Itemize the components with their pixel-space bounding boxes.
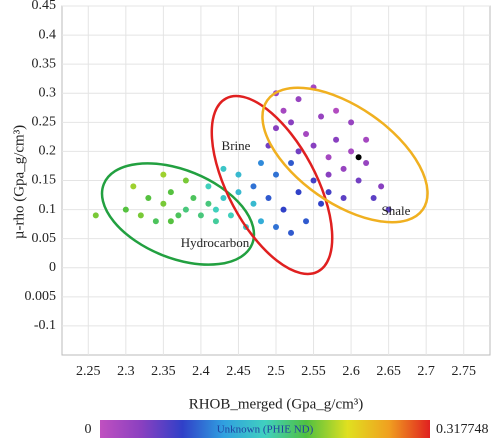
x-tick-label: 2.35 bbox=[151, 364, 176, 379]
x-tick-label: 2.7 bbox=[417, 364, 435, 379]
point bbox=[273, 125, 279, 132]
point bbox=[318, 200, 325, 207]
point bbox=[310, 177, 317, 184]
point bbox=[130, 183, 137, 190]
point bbox=[137, 212, 144, 219]
point bbox=[303, 130, 310, 137]
y-tick-label: 0.2 bbox=[39, 144, 57, 159]
point bbox=[280, 107, 287, 114]
point bbox=[167, 189, 174, 196]
x-tick-label: 2.55 bbox=[301, 364, 326, 379]
y-axis-label: µ-rho (Gpa_g/cm³) bbox=[11, 125, 27, 239]
point bbox=[220, 194, 227, 201]
brine-ellipse bbox=[210, 94, 334, 276]
x-axis-label: RHOB_merged (Gpa_g/cm³) bbox=[189, 396, 364, 412]
colorbar-max: 0.317748 bbox=[436, 422, 489, 437]
point bbox=[295, 96, 302, 103]
point bbox=[325, 189, 332, 196]
annotation: Shale bbox=[382, 203, 411, 218]
y-tick-label: 0.15 bbox=[32, 173, 57, 188]
x-tick-label: 2.65 bbox=[376, 364, 401, 379]
shale-ellipse bbox=[261, 86, 429, 224]
point bbox=[190, 194, 197, 201]
point bbox=[295, 148, 302, 155]
point bbox=[348, 119, 355, 126]
x-tick-label: 2.3 bbox=[117, 364, 135, 379]
point bbox=[363, 136, 370, 143]
point bbox=[205, 183, 212, 190]
point bbox=[348, 148, 355, 155]
x-tick-label: 2.75 bbox=[451, 364, 476, 379]
point bbox=[167, 218, 174, 225]
y-tick-label: 0.4 bbox=[39, 27, 57, 42]
colorbar-label: Unknown (PHIE ND) bbox=[217, 424, 314, 436]
point bbox=[250, 200, 257, 207]
point bbox=[197, 212, 204, 219]
point bbox=[152, 218, 159, 225]
point bbox=[370, 194, 377, 201]
point bbox=[122, 206, 129, 213]
point bbox=[205, 200, 212, 207]
point bbox=[175, 212, 182, 219]
point bbox=[257, 160, 264, 167]
point bbox=[212, 218, 219, 225]
point bbox=[288, 229, 295, 236]
point bbox=[333, 107, 340, 114]
annotation: Hydrocarbon bbox=[181, 235, 250, 250]
point bbox=[235, 189, 242, 196]
y-tick-label: 0.35 bbox=[32, 56, 57, 71]
point bbox=[363, 160, 370, 167]
point bbox=[333, 136, 340, 143]
y-tick-label: 0 bbox=[49, 260, 56, 275]
point bbox=[182, 206, 189, 213]
annotation: Brine bbox=[222, 138, 251, 153]
point bbox=[355, 177, 362, 184]
y-tick-label: 0.05 bbox=[32, 231, 57, 246]
point bbox=[310, 142, 317, 149]
point bbox=[250, 183, 257, 190]
point bbox=[303, 218, 310, 225]
point bbox=[160, 200, 167, 207]
x-tick-label: 2.4 bbox=[192, 364, 210, 379]
x-tick-label: 2.25 bbox=[76, 364, 101, 379]
y-tick-label: 0.25 bbox=[32, 115, 57, 130]
point bbox=[92, 212, 99, 219]
colorbar-min: 0 bbox=[85, 422, 92, 437]
x-tick-label: 2.6 bbox=[342, 364, 360, 379]
point bbox=[378, 183, 385, 190]
point bbox=[145, 194, 152, 201]
point bbox=[257, 218, 264, 225]
point bbox=[160, 171, 167, 178]
y-tick-label: -0.1 bbox=[34, 318, 56, 333]
point bbox=[227, 212, 234, 219]
point bbox=[182, 177, 189, 184]
point bbox=[295, 189, 302, 196]
point bbox=[273, 224, 279, 231]
point bbox=[288, 160, 295, 167]
point bbox=[340, 165, 347, 172]
y-tick-label: 0.45 bbox=[32, 0, 57, 13]
colorbar bbox=[100, 420, 430, 438]
point bbox=[280, 206, 287, 213]
point bbox=[288, 119, 295, 126]
point bbox=[235, 171, 242, 178]
point bbox=[355, 154, 362, 161]
point bbox=[325, 154, 332, 161]
point bbox=[340, 194, 347, 201]
hydrocarbon-ellipse bbox=[100, 162, 256, 266]
y-tick-label: 0.005 bbox=[25, 289, 57, 304]
point bbox=[318, 113, 325, 120]
point bbox=[273, 171, 279, 178]
point bbox=[212, 206, 219, 213]
x-tick-label: 2.5 bbox=[267, 364, 285, 379]
point bbox=[220, 165, 227, 172]
point bbox=[265, 194, 272, 201]
point bbox=[385, 206, 392, 213]
x-tick-label: 2.45 bbox=[226, 364, 251, 379]
y-tick-label: 0.1 bbox=[39, 202, 57, 217]
y-tick-label: 0.3 bbox=[39, 85, 57, 100]
point bbox=[325, 171, 332, 178]
